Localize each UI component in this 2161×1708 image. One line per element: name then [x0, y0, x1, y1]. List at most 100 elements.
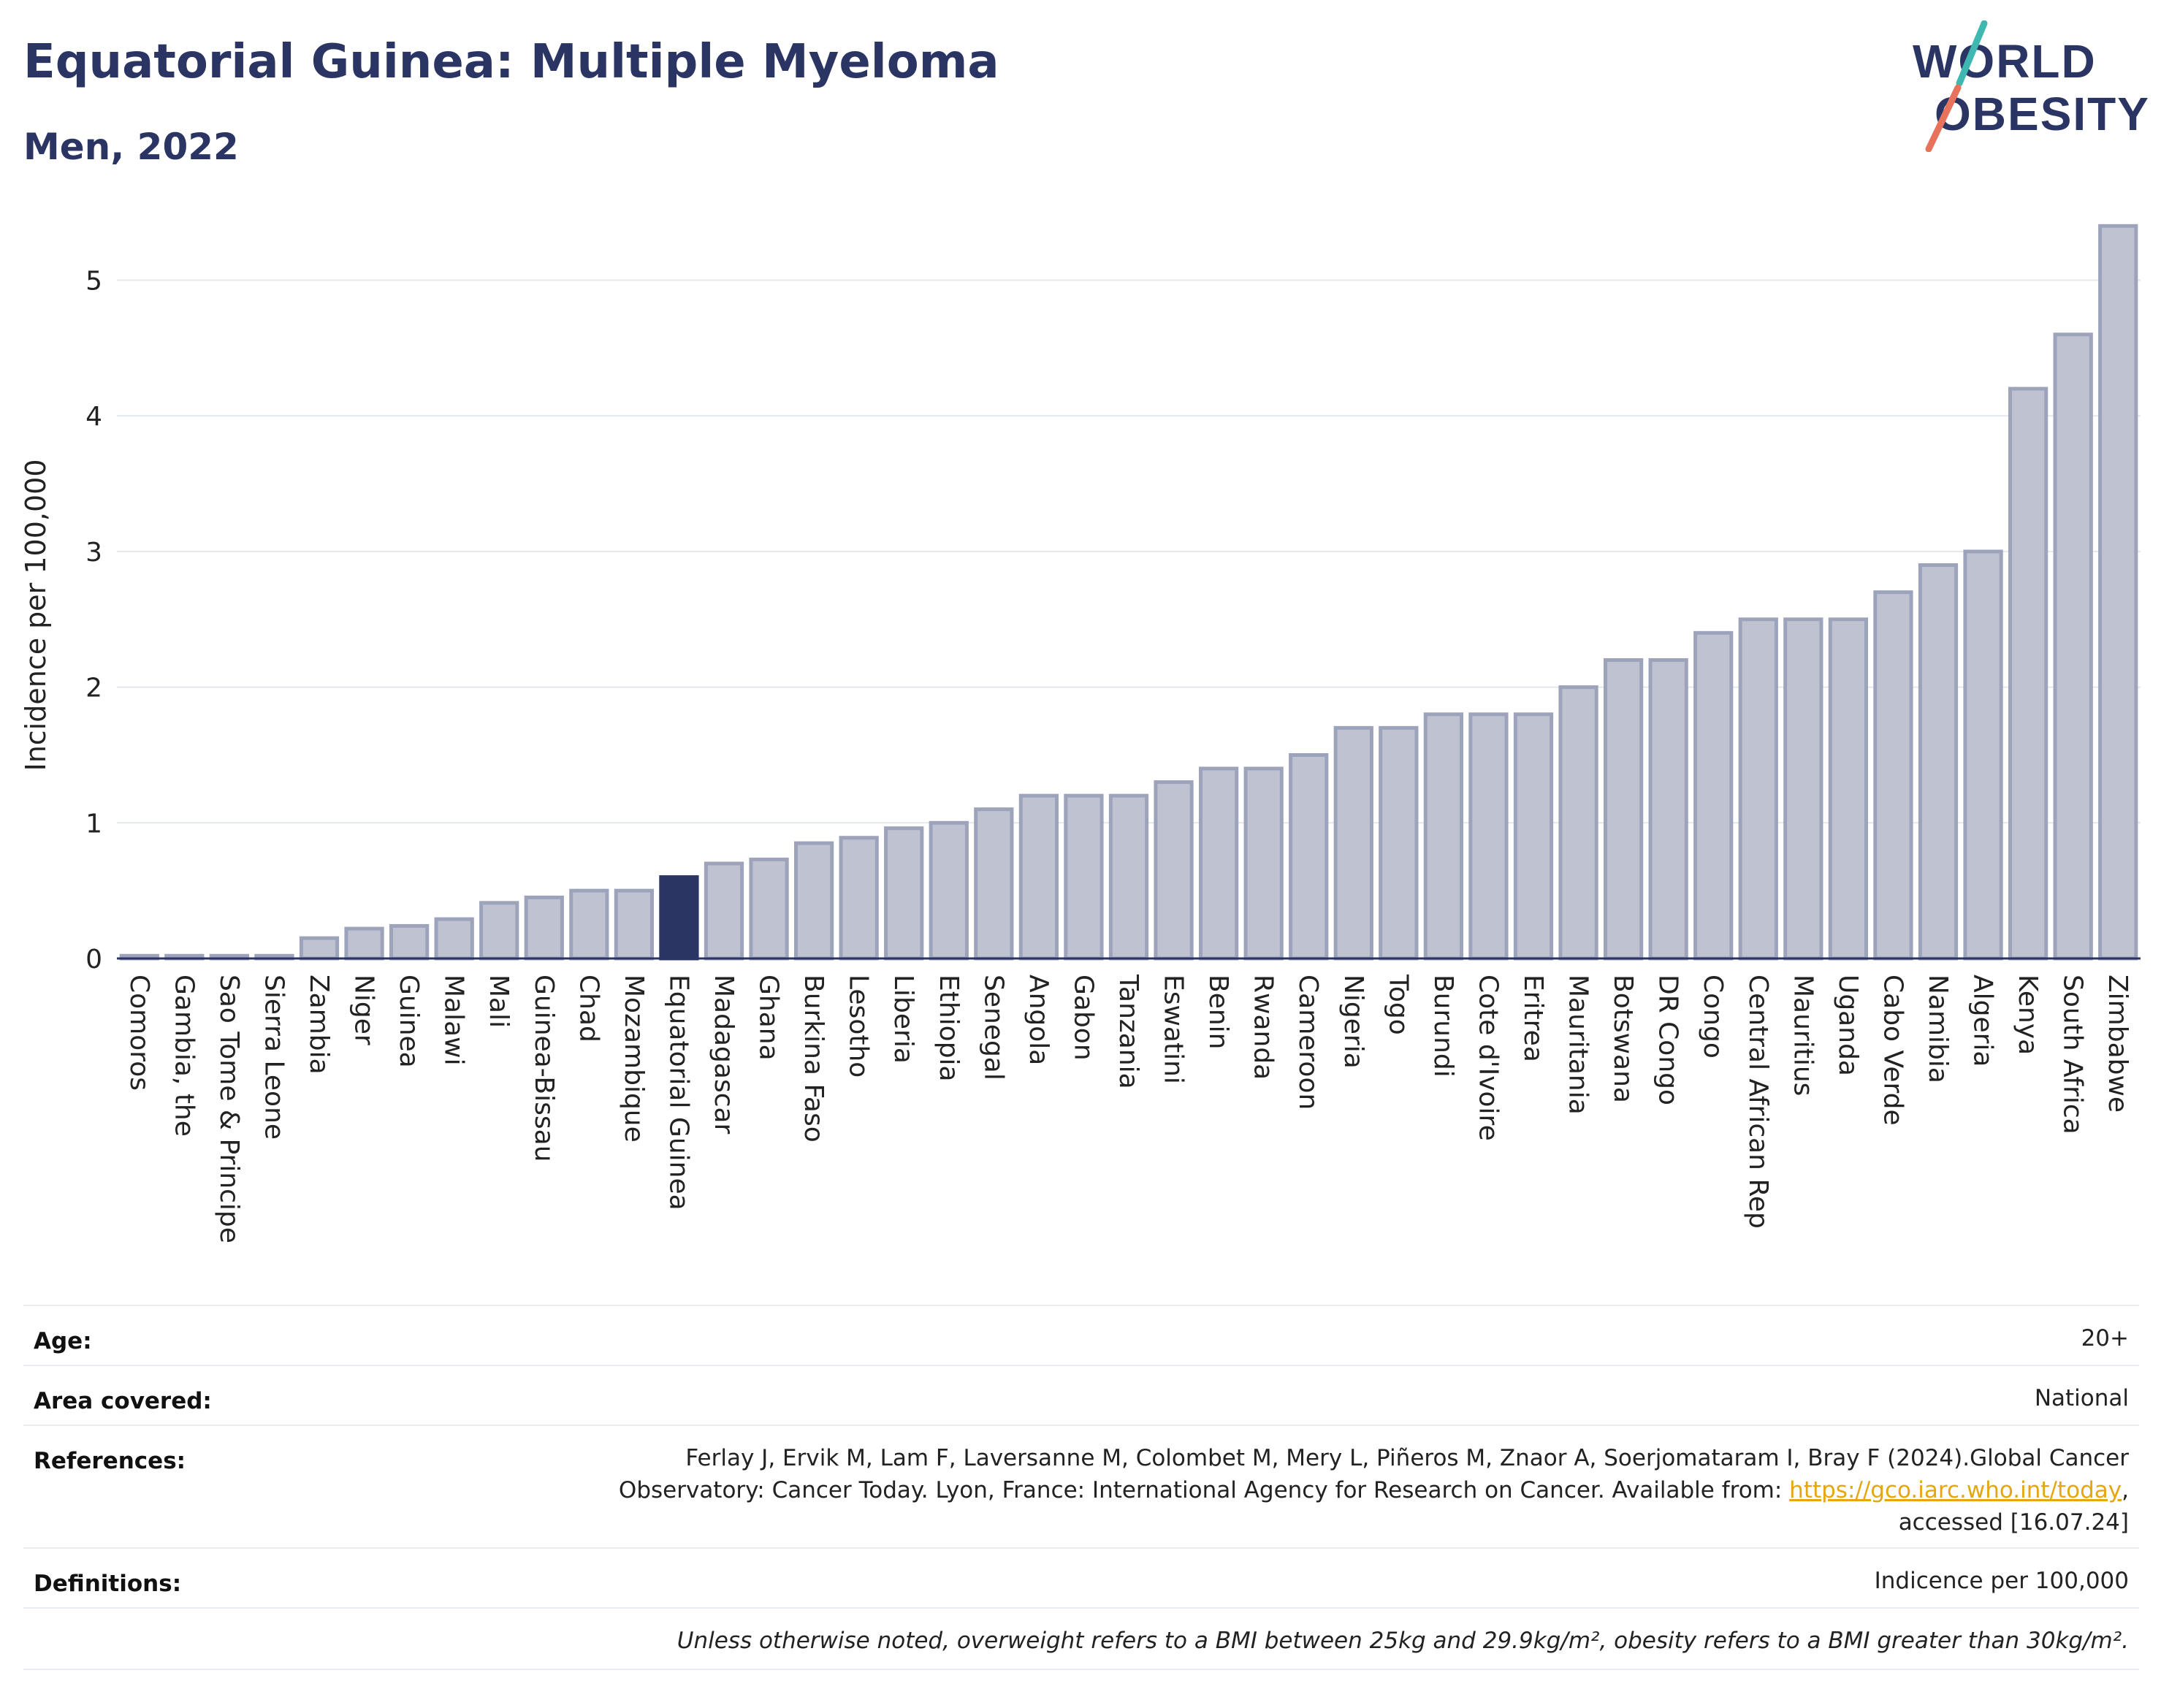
bar	[1603, 657, 1644, 961]
obesity-definition-note: Unless otherwise noted, overweight refer…	[676, 1628, 2129, 1654]
y-ticks: 0 1 2 3 4 5	[85, 267, 102, 975]
bar	[1513, 712, 1554, 961]
bar	[1693, 630, 1734, 961]
x-category-label: Burundi	[1428, 975, 1458, 1078]
logo-word-1: WORLD	[1913, 35, 2097, 88]
bar	[614, 888, 655, 961]
x-category-label: Algeria	[1968, 975, 1998, 1067]
logo-slash-coral	[1925, 84, 1962, 152]
world-obesity-logo: WORLD OBESITY	[1913, 20, 2148, 152]
bar	[1289, 752, 1329, 961]
definitions-value: Indicence per 100,000	[1874, 1568, 2129, 1594]
y-tick-label: 3	[85, 538, 102, 568]
bar	[974, 807, 1014, 961]
bar	[569, 888, 609, 961]
info-row-area: Area covered: National	[23, 1365, 2139, 1426]
bar	[434, 917, 474, 961]
y-tick-label: 1	[85, 809, 102, 839]
bar	[524, 895, 564, 961]
bar	[299, 936, 340, 961]
references-line-2-suffix: ,	[2122, 1477, 2129, 1503]
x-category-label: Madagascar	[709, 975, 739, 1135]
bar	[839, 836, 879, 961]
x-category-label: Rwanda	[1249, 975, 1278, 1080]
info-row-age: Age: 20+	[23, 1305, 2139, 1366]
x-category-labels: Comoros Gambia, the Sao Tome & Principe Sie…	[124, 974, 2133, 1243]
x-category-label: Benin	[1203, 975, 1233, 1049]
bar	[1423, 712, 1464, 961]
x-category-label: Senegal	[978, 975, 1008, 1080]
bar	[1873, 590, 1913, 961]
x-category-label: Sao Tome & Principe	[214, 975, 244, 1243]
bar	[389, 923, 430, 961]
definitions-label: Definitions:	[34, 1571, 182, 1597]
y-tick-label: 2	[85, 674, 102, 704]
bar	[1828, 617, 1869, 961]
info-row-definitions: Definitions: Indicence per 100,000	[23, 1547, 2139, 1609]
bar	[2008, 386, 2048, 961]
bar	[1064, 793, 1104, 961]
x-category-label: Eritrea	[1518, 975, 1548, 1062]
x-category-label: Comoros	[124, 975, 154, 1091]
references-line-3: accessed [16.07.24]	[1898, 1509, 2129, 1536]
bar	[1648, 657, 1688, 961]
x-category-label: Angola	[1024, 975, 1053, 1065]
x-category-label: Togo	[1383, 974, 1413, 1035]
bar	[1243, 766, 1284, 961]
x-category-label: Namibia	[1923, 975, 1953, 1083]
bar	[1198, 766, 1239, 961]
y-axis-label: Incidence per 100,000	[20, 459, 52, 771]
bar	[1154, 780, 1194, 961]
age-label: Age:	[34, 1328, 92, 1354]
bar	[1018, 793, 1059, 961]
bar	[344, 926, 384, 961]
x-category-label: Eswatini	[1159, 975, 1189, 1084]
x-category-label: Central African Rep	[1743, 975, 1773, 1229]
x-category-label: Mozambique	[619, 975, 649, 1143]
x-category-label: Mauritius	[1788, 975, 1818, 1096]
references-label: References:	[34, 1448, 186, 1474]
x-category-label: Lesotho	[844, 975, 874, 1078]
page-title: Equatorial Guinea: Multiple Myeloma	[23, 35, 999, 89]
x-category-label: Burkina Faso	[799, 975, 828, 1143]
bar	[1918, 563, 1959, 961]
x-category-label: Cote d'Ivoire	[1473, 975, 1503, 1141]
x-category-label: Gambia, the	[169, 975, 199, 1137]
bar	[1333, 725, 1373, 961]
references-link[interactable]: https://gco.iarc.who.int/today	[1789, 1477, 2122, 1503]
x-category-label: Niger	[349, 975, 379, 1045]
x-category-label: Zambia	[304, 975, 334, 1075]
info-row-note: Unless otherwise noted, overweight refer…	[23, 1607, 2139, 1670]
x-category-label: Gabon	[1068, 975, 1098, 1061]
x-category-label: Kenya	[2013, 975, 2043, 1055]
y-tick-label: 5	[85, 267, 102, 297]
bar	[1108, 793, 1149, 961]
x-category-label: Guinea	[394, 975, 424, 1068]
references-line-2-prefix: Observatory: Cancer Today. Lyon, France:…	[618, 1477, 1790, 1503]
bar	[793, 841, 834, 961]
x-category-label: Ghana	[754, 975, 784, 1061]
bar	[2098, 224, 2138, 961]
x-category-label: Tanzania	[1113, 974, 1143, 1089]
y-tick-label: 4	[85, 402, 102, 432]
logo-word-2: OBESITY	[1935, 88, 2148, 140]
bar	[1558, 685, 1598, 961]
bar	[929, 820, 969, 961]
bar	[479, 901, 519, 961]
logo-slash-teal	[1956, 20, 1988, 87]
references-line-1: Ferlay J, Ervik M, Lam F, Laversanne M, …	[685, 1445, 2129, 1471]
x-category-label: Congo	[1698, 975, 1728, 1059]
references-line-2: Observatory: Cancer Today. Lyon, France:…	[619, 1474, 2129, 1506]
x-category-label: Zimbabwe	[2103, 975, 2133, 1113]
bars	[119, 224, 2138, 961]
x-category-label: DR Congo	[1653, 975, 1683, 1105]
x-category-label: Cameroon	[1293, 975, 1323, 1110]
bar	[1379, 725, 1419, 961]
bar	[704, 861, 744, 961]
x-category-label: Ethiopia	[934, 975, 964, 1082]
age-value: 20+	[2081, 1325, 2129, 1351]
x-category-label: Nigeria	[1338, 975, 1368, 1069]
x-category-label: Mali	[484, 975, 514, 1028]
x-category-label: Chad	[573, 975, 603, 1042]
area-label: Area covered:	[34, 1388, 212, 1414]
